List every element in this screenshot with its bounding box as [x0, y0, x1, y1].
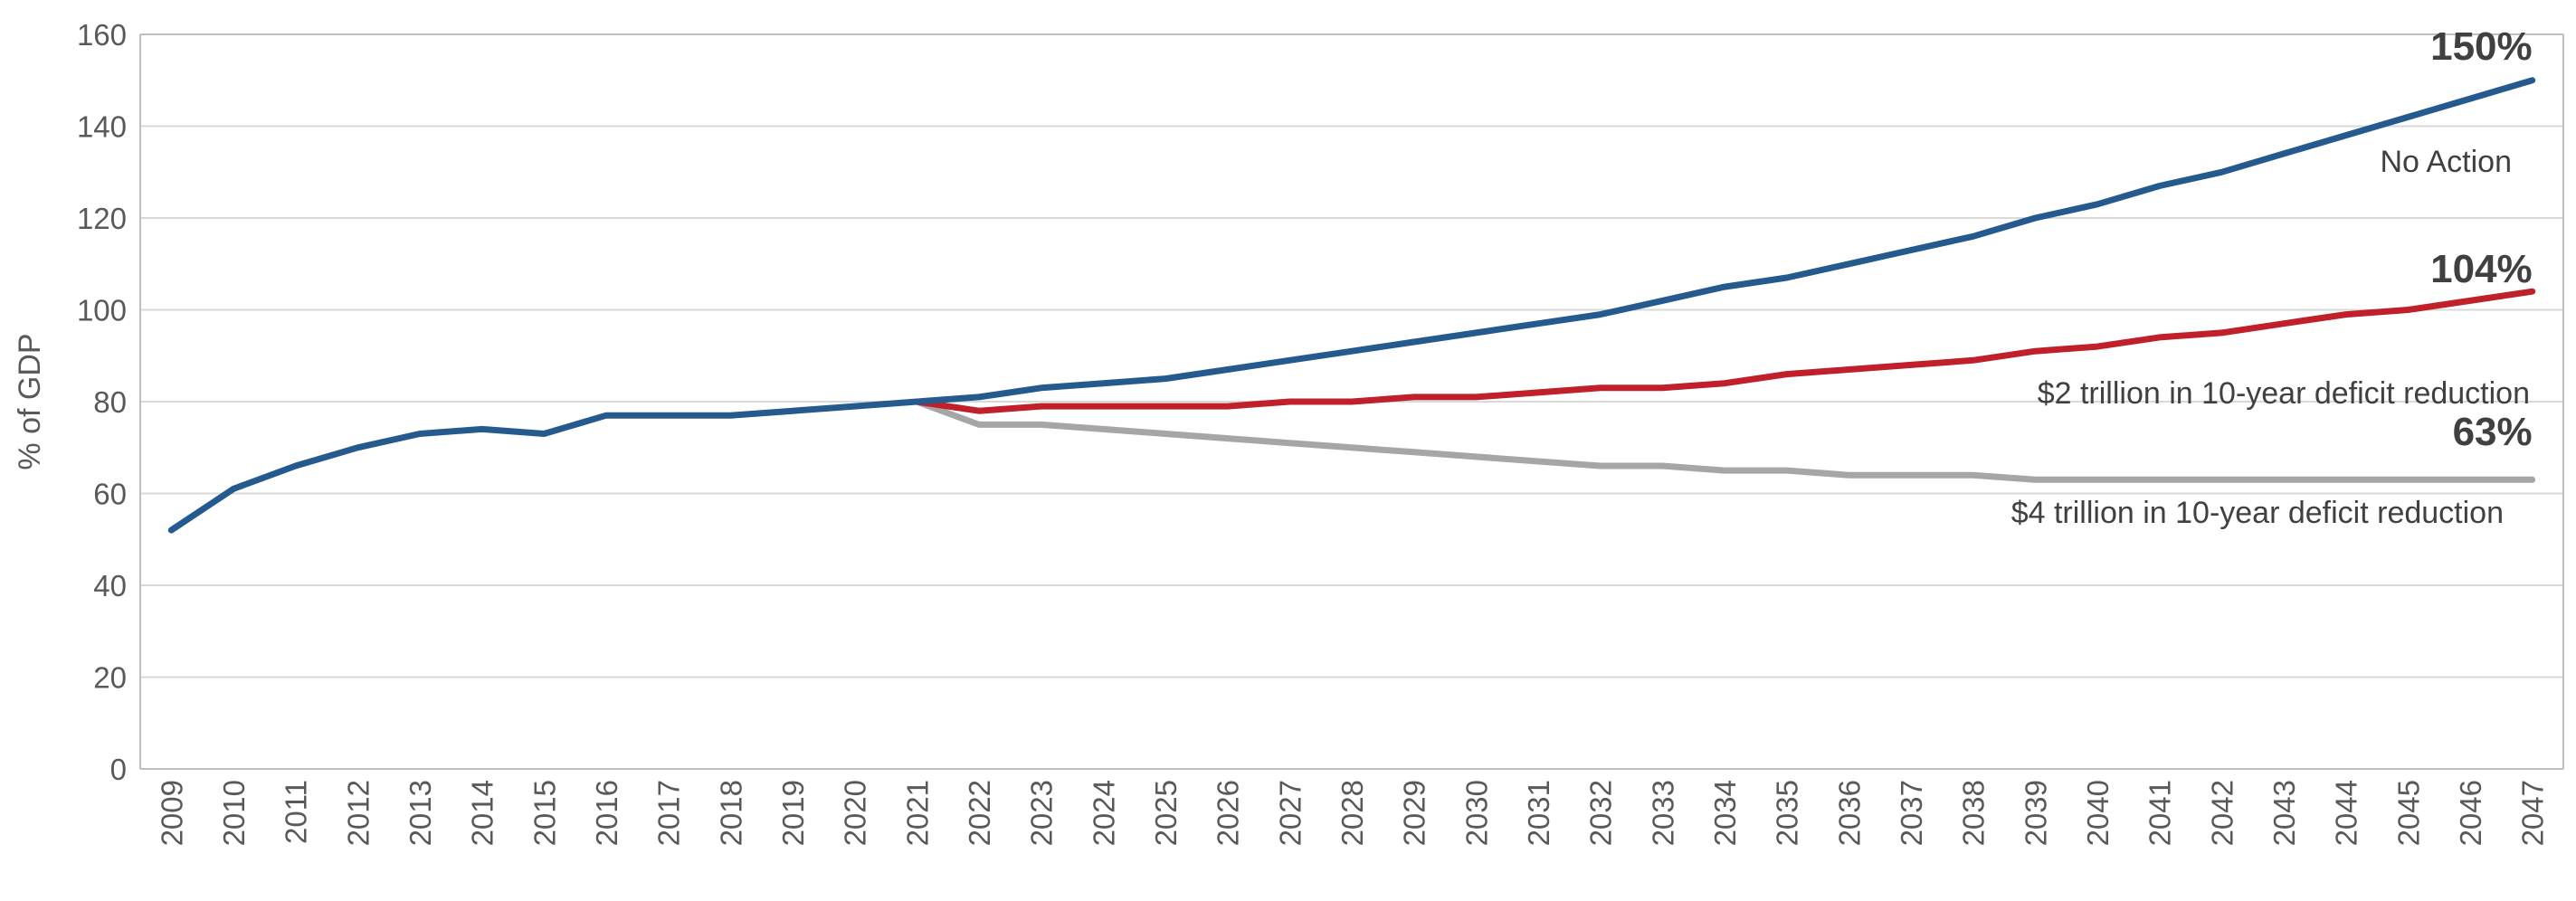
x-tick-label: 2047: [2516, 780, 2550, 846]
y-tick-label: 120: [77, 202, 127, 235]
end-value-label: 63%: [2453, 410, 2533, 454]
x-tick-label: 2016: [590, 780, 623, 846]
x-tick-label: 2025: [1149, 780, 1183, 846]
y-tick-label: 20: [93, 661, 127, 695]
x-tick-label: 2045: [2391, 780, 2425, 846]
x-tick-label: 2029: [1398, 780, 1431, 846]
y-axis-label: % of GDP: [13, 333, 47, 469]
x-tick-label: 2044: [2330, 780, 2363, 846]
series-lines: [167, 77, 2536, 534]
x-tick-label: 2032: [1584, 780, 1618, 846]
y-tick-label: 100: [77, 294, 127, 327]
y-tick-label: 160: [77, 18, 127, 52]
series-line-0: [167, 77, 2536, 534]
y-tick-label: 80: [93, 385, 127, 419]
x-tick-label: 2041: [2143, 780, 2177, 846]
x-tick-label: 2024: [1087, 780, 1120, 846]
x-tick-label: 2022: [963, 780, 996, 846]
series-name-label: $2 trillion in 10-year deficit reduction: [2038, 376, 2530, 411]
y-tick-label: 40: [93, 569, 127, 602]
x-tick-label: 2042: [2205, 780, 2239, 846]
y-axis-tick-labels: 0 20 40 60 80 100 120 140 160: [77, 18, 127, 786]
x-tick-label: 2034: [1708, 780, 1742, 846]
x-tick-label: 2028: [1336, 780, 1369, 846]
x-tick-label: 2013: [404, 780, 437, 846]
x-axis-tick-labels: 2009 2010 2011 2012 2013 2014 2015 2016 2017 2018…: [155, 780, 2549, 846]
x-tick-label: 2021: [900, 780, 934, 846]
series-name-label: $4 trillion in 10-year deficit reduction: [2011, 496, 2504, 530]
y-tick-label: 60: [93, 478, 127, 511]
x-tick-label: 2038: [1957, 780, 1991, 846]
x-tick-label: 2033: [1646, 780, 1679, 846]
series-line-2: [913, 398, 2536, 483]
x-tick-label: 2040: [2081, 780, 2115, 846]
x-tick-label: 2027: [1273, 780, 1307, 846]
x-tick-label: 2031: [1522, 780, 1555, 846]
y-tick-label: 140: [77, 110, 127, 144]
series-labels: 150% No Action 104% $2 trillion in 10-year …: [2011, 24, 2533, 530]
x-tick-label: 2030: [1459, 780, 1493, 846]
x-tick-label: 2039: [2019, 780, 2052, 846]
series-line-1: [913, 288, 2536, 414]
x-tick-label: 2026: [1212, 780, 1245, 846]
series-name-label: No Action: [2380, 145, 2512, 179]
x-tick-label: 2037: [1895, 780, 1928, 846]
x-tick-label: 2015: [528, 780, 561, 846]
x-tick-label: 2020: [839, 780, 872, 846]
x-tick-label: 2009: [155, 780, 188, 846]
x-tick-label: 2014: [466, 780, 499, 846]
x-tick-label: 2036: [1832, 780, 1866, 846]
end-value-label: 150%: [2430, 24, 2533, 69]
x-tick-label: 2023: [1025, 780, 1059, 846]
x-tick-label: 2012: [341, 780, 375, 846]
end-value-label: 104%: [2430, 247, 2533, 291]
y-tick-label: 0: [110, 753, 127, 786]
x-tick-label: 2017: [652, 780, 686, 846]
x-tick-label: 2019: [776, 780, 810, 846]
x-tick-label: 2046: [2454, 780, 2487, 846]
x-tick-label: 2035: [1771, 780, 1804, 846]
x-tick-label: 2010: [217, 780, 251, 846]
x-tick-label: 2018: [714, 780, 747, 846]
x-tick-label: 2043: [2267, 780, 2301, 846]
x-tick-label: 2011: [280, 780, 313, 844]
